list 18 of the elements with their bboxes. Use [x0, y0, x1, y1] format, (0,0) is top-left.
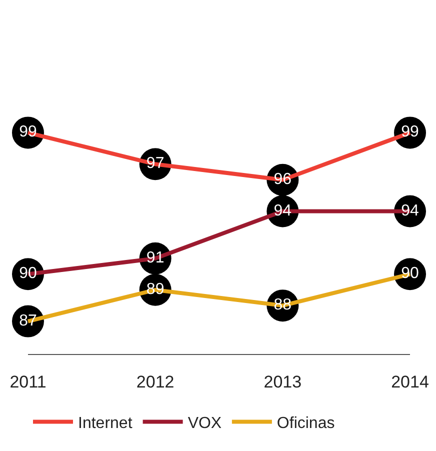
data-label: 88 — [274, 296, 292, 314]
data-label: 94 — [401, 202, 419, 220]
legend-label: Oficinas — [276, 414, 335, 432]
x-tick-label: 2012 — [136, 372, 174, 392]
data-label: 90 — [401, 265, 419, 282]
data-label: 99 — [19, 124, 37, 141]
data-label: 90 — [19, 265, 37, 282]
legend-label: VOX — [188, 414, 222, 432]
data-label: 91 — [146, 249, 164, 266]
data-label: 99 — [401, 124, 419, 141]
data-label: 94 — [274, 202, 292, 220]
x-tick-label: 2013 — [264, 372, 302, 392]
legend-label: Internet — [78, 414, 133, 432]
data-label: 96 — [274, 170, 292, 188]
x-tick-label: 2014 — [391, 372, 429, 392]
x-tick-label: 2011 — [10, 372, 46, 392]
data-label: 89 — [146, 280, 164, 298]
data-label: 87 — [19, 312, 37, 330]
